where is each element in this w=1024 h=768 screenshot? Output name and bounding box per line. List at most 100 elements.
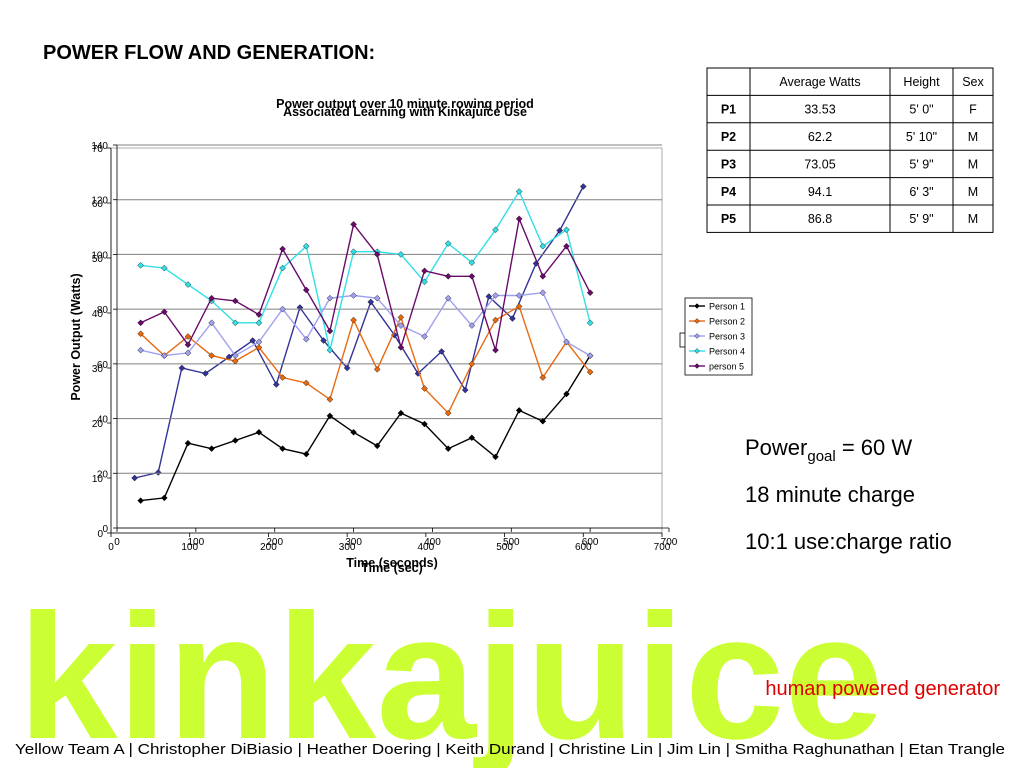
y-tick-label: 20 [97, 469, 109, 480]
data-point [468, 434, 476, 442]
data-point [131, 474, 138, 482]
chart-title: Associated Learning with Kinkajuice Use [283, 105, 527, 119]
data-point [350, 221, 357, 228]
data-point [161, 494, 168, 502]
data-point [255, 311, 263, 318]
data-point [373, 442, 381, 450]
data-point [539, 273, 547, 280]
data-point [509, 315, 516, 322]
x-tick-label: 600 [575, 542, 592, 553]
data-point [302, 242, 310, 250]
data-point [350, 316, 357, 324]
data-point [184, 439, 192, 447]
data-point [232, 352, 239, 359]
note-text: = 60 W [836, 435, 913, 460]
legend-label: Person 1 [709, 302, 745, 312]
note-subscript: goal [807, 448, 835, 465]
table-cell: 5' 0" [909, 103, 933, 117]
table-cell: 6' 3" [909, 185, 933, 199]
table-cell: F [969, 103, 977, 117]
data-point [326, 396, 334, 403]
data-point [421, 385, 428, 392]
data-point [421, 267, 428, 275]
footer: Yellow Team A | Christopher DiBiasio | H… [15, 742, 1005, 758]
y-tick-label: 60 [97, 360, 109, 371]
data-point [539, 418, 547, 425]
legend-marker [694, 333, 700, 339]
row-header: P3 [721, 157, 736, 171]
x-tick-label: 400 [418, 542, 435, 553]
data-point [320, 337, 327, 344]
data-point [438, 348, 445, 355]
data-point [208, 352, 215, 359]
data-point [391, 331, 398, 339]
y-tick-label: 40 [92, 309, 104, 320]
data-point [515, 303, 523, 310]
table-cell: M [968, 157, 978, 171]
data-point [492, 316, 499, 324]
data-point [586, 289, 594, 297]
y-tick-label: 100 [91, 250, 108, 261]
data-point [556, 227, 563, 234]
data-point [326, 294, 334, 302]
x-tick-label: 0 [114, 537, 120, 548]
data-point [444, 273, 452, 280]
legend-marker [694, 363, 700, 369]
x-tick-label: 100 [181, 542, 198, 553]
table-cell: 94.1 [808, 185, 832, 199]
data-point [232, 297, 239, 305]
data-point [302, 335, 310, 343]
data-point [444, 445, 452, 452]
data-point [397, 251, 405, 258]
data-point [302, 450, 310, 458]
data-point [350, 292, 357, 299]
data-point [515, 407, 523, 414]
data-point [137, 262, 144, 269]
data-point [444, 240, 452, 247]
table-header: Height [903, 75, 940, 89]
x-tick-label: 100 [188, 537, 205, 548]
x-tick-label: 500 [496, 542, 513, 553]
data-point [279, 374, 286, 381]
data-point [492, 226, 499, 234]
legend-label: Person 3 [709, 332, 745, 342]
data-point [279, 245, 286, 253]
data-point [343, 364, 351, 372]
data-point [414, 370, 422, 377]
note: 10:1 use:charge ratio [745, 529, 952, 554]
table-header: Average Watts [779, 75, 860, 89]
data-point [255, 428, 263, 436]
data-point [444, 409, 452, 417]
data-point [178, 364, 186, 372]
legend-label: person 5 [709, 362, 744, 372]
data-point [161, 264, 168, 272]
series-line [140, 189, 591, 351]
data-point [485, 293, 493, 300]
data-point [326, 346, 334, 354]
data-point [373, 366, 381, 373]
data-point [492, 292, 499, 299]
data-point [586, 368, 594, 376]
data-point [563, 242, 570, 250]
table-cell: 5' 9" [909, 157, 933, 171]
y-tick-label: 40 [97, 415, 109, 426]
data-point [279, 305, 286, 313]
y-tick-label: 10 [92, 474, 104, 485]
data-point [515, 215, 523, 223]
table-cell: 5' 10" [906, 130, 937, 144]
y-tick-label: 70 [92, 144, 104, 155]
data-point [468, 322, 476, 329]
legend-label: Person 2 [709, 317, 745, 327]
x-tick-label: 500 [503, 537, 520, 548]
data-point [255, 338, 263, 346]
x-axis-label: Time (seconds) [346, 556, 437, 570]
data-point [373, 251, 381, 258]
y-tick-label: 80 [97, 305, 109, 316]
data-point [137, 497, 144, 504]
data-point [255, 344, 263, 351]
data-point [208, 294, 215, 302]
data-point [492, 453, 499, 461]
table-header: Sex [962, 75, 984, 89]
